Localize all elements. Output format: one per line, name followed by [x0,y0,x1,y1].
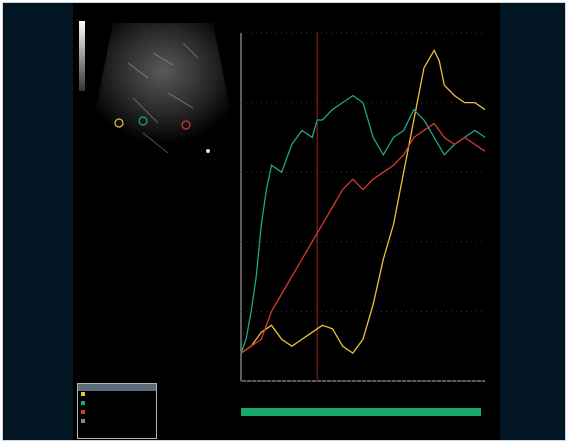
ultrasound-viewer[interactable] [73,3,500,440]
series-line-2 [240,122,486,354]
roi-legend-panel [77,383,157,439]
ultrasound-image[interactable] [73,3,233,203]
legend-row [78,400,156,409]
roi-marker-green[interactable] [138,116,148,126]
left-panel [3,3,73,440]
roi-marker-red[interactable] [181,120,191,130]
series-line-0 [240,49,486,355]
series-line-1 [240,94,486,354]
legend-row [78,418,156,427]
right-panel [500,3,565,440]
legend-row [78,391,156,400]
time-intensity-chart[interactable] [73,3,500,440]
roi-marker-small [206,149,210,153]
chart-axes [240,33,485,382]
grayscale-bar [79,21,85,91]
roi-marker-yellow[interactable] [114,118,124,128]
legend-header [78,384,156,391]
timeline-scrollbar[interactable] [241,408,481,416]
legend-row [78,409,156,418]
